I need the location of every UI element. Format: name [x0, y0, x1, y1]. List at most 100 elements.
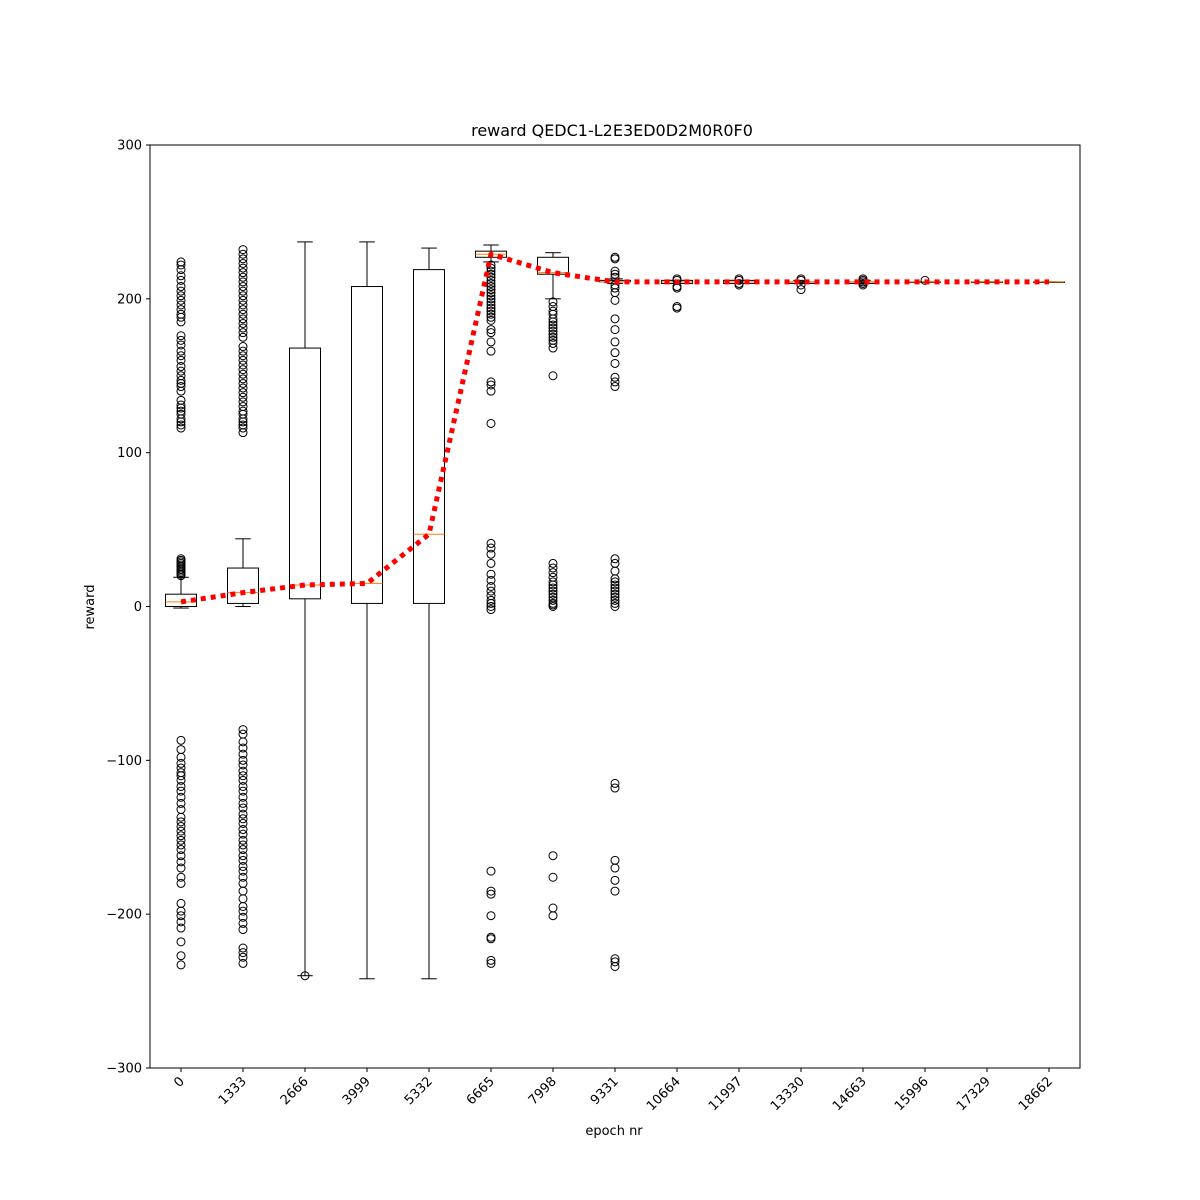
outlier-point	[486, 558, 496, 568]
x-axis-label: epoch nr	[585, 1124, 643, 1139]
outlier-point	[176, 878, 186, 888]
outlier-point	[548, 563, 558, 573]
outlier-point	[486, 312, 496, 322]
outlier-point	[238, 851, 248, 861]
box-group	[227, 245, 259, 968]
outlier-point	[176, 845, 186, 855]
outlier-point	[238, 402, 248, 412]
outlier-point	[858, 280, 868, 290]
outlier-point	[176, 351, 186, 361]
outlier-point	[176, 917, 186, 927]
outlier-point	[610, 337, 620, 347]
outlier-point	[238, 392, 248, 402]
outlier-point	[176, 346, 186, 356]
outlier-point	[610, 592, 620, 602]
outlier-point	[238, 374, 248, 384]
outlier-point	[238, 866, 248, 876]
outlier-point	[486, 266, 496, 276]
outlier-point	[486, 328, 496, 338]
outlier-point	[238, 314, 248, 324]
outlier-point	[176, 420, 186, 430]
outlier-point	[610, 295, 620, 305]
outlier-point	[238, 737, 248, 747]
outlier-point	[238, 781, 248, 791]
outlier-point	[176, 951, 186, 961]
outlier-point	[238, 766, 248, 776]
outlier-point	[486, 300, 496, 310]
outlier-point	[238, 378, 248, 388]
outlier-point	[610, 377, 620, 387]
outlier-point	[176, 781, 186, 791]
outlier-point	[176, 786, 186, 796]
outlier-point	[238, 355, 248, 365]
box-group	[413, 247, 445, 980]
outlier-point	[176, 937, 186, 947]
outlier-point	[548, 851, 558, 861]
y-tick-label: 0	[134, 600, 142, 615]
box-rect	[413, 269, 445, 604]
outlier-point	[238, 786, 248, 796]
outlier-point	[610, 886, 620, 896]
outlier-point	[176, 362, 186, 372]
outlier-point	[176, 906, 186, 916]
outlier-point	[238, 360, 248, 370]
outlier-point	[238, 775, 248, 785]
outlier-point	[796, 285, 806, 295]
outlier-point	[238, 809, 248, 819]
outlier-point	[238, 943, 248, 953]
outlier-point	[176, 275, 186, 285]
outlier-point	[548, 371, 558, 381]
outlier-point	[610, 577, 620, 587]
outlier-point	[610, 875, 620, 885]
outlier-point	[486, 418, 496, 428]
outlier-point	[486, 602, 496, 611]
box-group	[351, 241, 383, 980]
outlier-point	[610, 602, 620, 611]
outlier-point	[486, 955, 496, 965]
outlier-point	[238, 323, 248, 333]
outlier-point	[238, 760, 248, 770]
mean-line	[180, 251, 1049, 605]
outlier-point	[548, 297, 558, 307]
outlier-point	[176, 831, 186, 841]
outlier-point	[176, 752, 186, 762]
outlier-point	[238, 798, 248, 808]
outlier-point	[176, 835, 186, 845]
outlier-point	[610, 583, 620, 593]
outlier-point	[176, 309, 186, 319]
outlier-point	[238, 277, 248, 287]
outlier-point	[238, 318, 248, 328]
outlier-point	[176, 423, 186, 433]
outlier-point	[238, 743, 248, 753]
y-tick-label: 200	[117, 292, 142, 307]
outlier-point	[238, 351, 248, 361]
outlier-point	[238, 423, 248, 433]
outlier-point	[548, 329, 558, 339]
outlier-point	[796, 280, 806, 290]
outlier-point	[176, 331, 186, 341]
outlier-point	[176, 960, 186, 970]
outlier-point	[238, 383, 248, 393]
outlier-point	[610, 580, 620, 590]
outlier-point	[176, 300, 186, 310]
outlier-point	[238, 818, 248, 828]
outlier-point	[548, 558, 558, 568]
outlier-point	[176, 826, 186, 836]
outlier-point	[486, 569, 496, 579]
outlier-point	[548, 323, 558, 333]
y-axis-label: reward	[83, 584, 98, 629]
outlier-point	[176, 335, 186, 345]
box-group	[537, 252, 569, 921]
outlier-point	[238, 771, 248, 781]
outlier-point	[486, 586, 496, 596]
outlier-point	[238, 406, 248, 416]
outlier-point	[238, 295, 248, 305]
outlier-point	[238, 792, 248, 802]
outlier-point	[548, 586, 558, 596]
outlier-point	[238, 369, 248, 379]
outlier-point	[238, 305, 248, 315]
outlier-point	[238, 948, 248, 958]
outlier-point	[176, 340, 186, 350]
outlier-point	[176, 851, 186, 861]
